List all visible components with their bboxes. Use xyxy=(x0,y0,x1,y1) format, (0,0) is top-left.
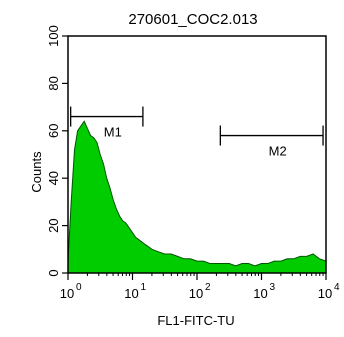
x-tick-exponent: 0 xyxy=(76,282,82,293)
x-tick-exponent: 3 xyxy=(270,282,276,293)
y-axis-label: Counts xyxy=(29,151,44,193)
x-axis-label: FL1-FITC-TU xyxy=(157,313,234,328)
y-tick-label: 20 xyxy=(46,218,61,232)
x-tick-label: 10 xyxy=(60,286,74,301)
y-tick-label: 40 xyxy=(46,171,61,185)
x-tick-label: 10 xyxy=(124,286,138,301)
marker-label: M1 xyxy=(104,125,122,140)
plot-area xyxy=(67,120,327,274)
y-tick-label: 60 xyxy=(46,124,61,138)
histogram-area xyxy=(67,120,327,274)
chart-title: 270601_COC2.013 xyxy=(128,11,257,28)
y-tick-label: 0 xyxy=(46,269,61,276)
x-tick-exponent: 1 xyxy=(141,282,147,293)
x-tick-label: 10 xyxy=(189,286,203,301)
x-tick-exponent: 4 xyxy=(334,282,340,293)
x-axis-ticks: 10 0 10 1 10 2 10 3 10 4 xyxy=(60,273,340,301)
y-tick-label: 100 xyxy=(46,25,61,47)
x-tick-label: 10 xyxy=(253,286,267,301)
x-tick-label: 10 xyxy=(318,286,332,301)
y-axis-ticks: 0 20 40 60 80 100 xyxy=(46,25,68,277)
x-tick-exponent: 2 xyxy=(205,282,211,293)
marker-label: M2 xyxy=(269,144,287,159)
region-markers: M1 M2 xyxy=(70,106,324,159)
y-tick-label: 80 xyxy=(46,76,61,90)
